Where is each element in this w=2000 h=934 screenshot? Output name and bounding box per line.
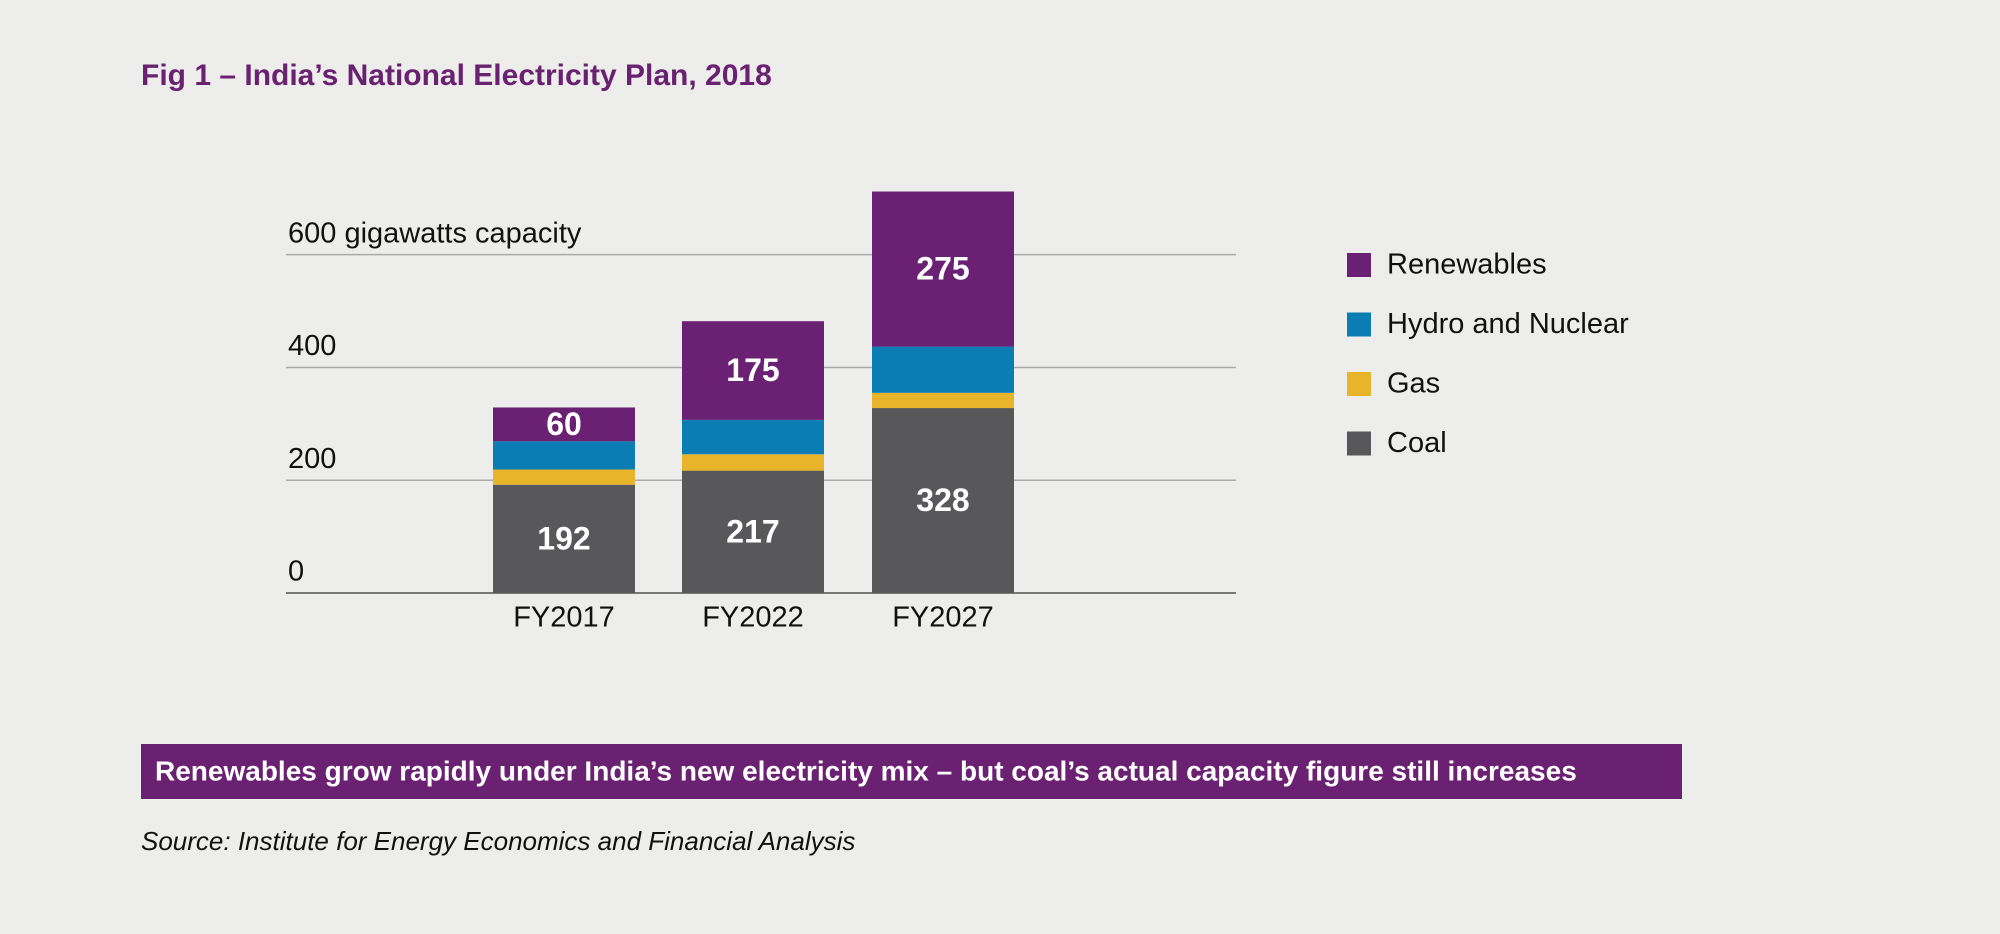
legend-swatch — [1347, 253, 1371, 277]
legend-swatch — [1347, 431, 1371, 456]
bar-segment — [872, 346, 1014, 393]
x-tick-label: FY2027 — [892, 602, 994, 634]
bar-segment — [493, 484, 635, 593]
bar-segment — [682, 419, 824, 455]
x-tick-label: FY2017 — [513, 602, 615, 634]
legend-label: Renewables — [1387, 249, 1547, 281]
bar-segment — [682, 321, 824, 420]
data-label: 175 — [726, 352, 779, 388]
bar-segment — [493, 407, 635, 442]
legend-swatch — [1347, 312, 1371, 337]
source: Source: Institute for Energy Economics a… — [141, 826, 855, 856]
bar-segment — [682, 470, 824, 593]
bar-segment — [682, 454, 824, 471]
data-label: 60 — [546, 406, 582, 442]
legend-swatch — [1347, 372, 1371, 396]
legend-label: Coal — [1387, 427, 1447, 459]
x-tick-label: FY2022 — [702, 602, 804, 634]
data-label: 217 — [726, 513, 779, 549]
bar-segment — [493, 469, 635, 485]
bar-segment — [872, 392, 1014, 409]
bar-segment — [872, 191, 1014, 347]
caption: Renewables grow rapidly under India’s ne… — [155, 755, 1577, 786]
y-tick-label: 200 — [288, 443, 336, 475]
data-label: 275 — [916, 250, 969, 286]
y-tick-label: 0 — [288, 556, 304, 588]
caption-banner — [141, 744, 1682, 799]
chart-title: Fig 1 – India’s National Electricity Pla… — [141, 59, 772, 92]
bar-segment — [493, 441, 635, 470]
y-tick-label: 400 — [288, 330, 336, 362]
bar-segment — [872, 408, 1014, 593]
data-label: 192 — [537, 520, 590, 556]
legend-label: Gas — [1387, 368, 1440, 400]
y-tick-label: 600 gigawatts capacity — [288, 217, 582, 249]
legend-label: Hydro and Nuclear — [1387, 308, 1629, 340]
data-label: 328 — [916, 482, 969, 518]
